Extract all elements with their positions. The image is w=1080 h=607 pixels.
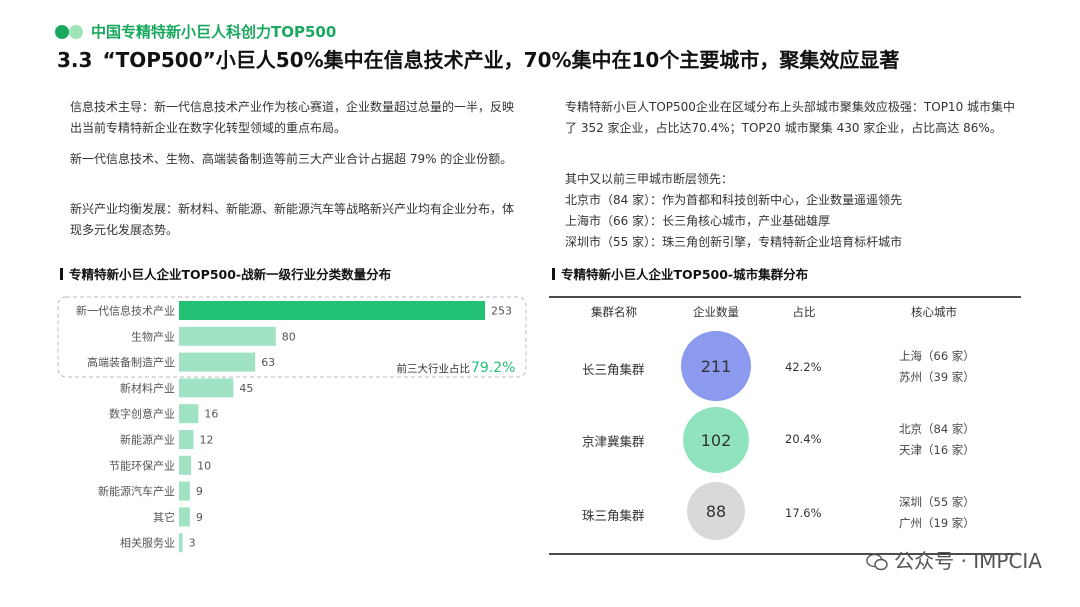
core-city: 上海（66 家） (899, 349, 975, 363)
page-title: 3.3 “TOP500”小巨人50%集中在信息技术产业，70%集中在10个主要城市… (57, 44, 899, 73)
value-label: 10 (197, 459, 211, 472)
chart-section-title-text: 专精特新小巨人企业TOP500-战新一级行业分类数量分布 (69, 267, 392, 282)
value-label: 253 (491, 305, 512, 318)
core-city: 苏州（39 家） (899, 370, 975, 384)
cluster-share: 20.4% (785, 432, 822, 446)
table-rules (549, 296, 1021, 555)
bar (179, 507, 190, 527)
table-header-count: 企业数量 (693, 305, 739, 319)
annotation-value: 79.2% (471, 360, 515, 376)
cluster-name: 京津冀集群 (582, 434, 645, 449)
industry-bar-chart: 新一代信息技术产业 253 生物产业 80 高端装备制造产业 63 新材料产业 45 数字创意产… (57, 296, 527, 553)
core-city: 北京（84 家） (899, 422, 975, 436)
count-circle: 211 (681, 331, 751, 401)
bar (179, 430, 194, 449)
annotation-label: 前三大行业占比 (397, 362, 471, 375)
value-label: 9 (196, 485, 203, 498)
cluster-name: 长三角集群 (582, 362, 645, 377)
category-label: 新能源汽车产业 (98, 484, 175, 498)
wechat-icon (866, 553, 888, 571)
core-city: 天津（16 家） (899, 443, 975, 457)
value-label: 80 (282, 330, 296, 343)
wechat-footer: 公众号 · IMPCIA (866, 545, 1042, 574)
bar (179, 301, 485, 320)
value-label: 45 (239, 382, 253, 395)
category-label: 相关服务业 (120, 536, 175, 550)
category-label: 其它 (153, 510, 175, 524)
table-header-share: 占比 (792, 305, 816, 319)
bar (179, 533, 183, 553)
category-label: 新能源产业 (120, 433, 175, 447)
category-label: 新材料产业 (120, 381, 175, 395)
category-label: 新一代信息技术产业 (76, 304, 175, 318)
cluster-share: 42.2% (785, 360, 822, 374)
left-paragraph-2: 新一代信息技术、生物、高端装备制造等前三大产业合计占据超 79% 的企业份额。 (70, 152, 513, 166)
value-label: 9 (196, 511, 203, 524)
bar (179, 404, 199, 424)
bar (179, 455, 192, 475)
category-label: 高端装备制造产业 (87, 355, 175, 369)
category-label: 生物产业 (131, 329, 175, 343)
cluster-count: 102 (700, 430, 732, 450)
city-line-beijing: 北京市（84 家）：作为首都和科技创新中心，企业数量遥遥领先 (565, 193, 903, 207)
table-header-name: 集群名称 (591, 305, 637, 319)
city-line-shanghai: 上海市（66 家）：长三角核心城市，产业基础雄厚 (565, 214, 831, 228)
count-circle: 88 (687, 482, 745, 540)
bar (179, 352, 256, 372)
footer-text: 公众号 · IMPCIA (894, 549, 1042, 573)
table-header-cities: 核心城市 (911, 305, 957, 319)
right-paragraph-intro: 专精特新小巨人TOP500企业在区域分布上头部城市聚集效应极强：TOP10 城市… (565, 100, 1016, 135)
right-paragraph-lead: 其中又以前三甲城市断层领先： (565, 172, 734, 186)
section-marker-icon (552, 268, 555, 280)
top3-highlight-box (57, 296, 527, 378)
value-label: 16 (204, 408, 218, 421)
category-label: 数字创意产业 (109, 407, 175, 421)
header-pill-icon (55, 25, 69, 39)
header-text: 中国专精特新小巨人科创力TOP500 (91, 23, 337, 41)
cluster-share: 17.6% (785, 506, 822, 520)
cluster-count: 211 (700, 356, 732, 376)
header-pill-light-icon (69, 25, 83, 39)
section-marker-icon (60, 268, 63, 280)
value-label: 12 (200, 434, 214, 447)
count-circle: 102 (683, 407, 749, 473)
core-city: 深圳（55 家） (899, 495, 975, 509)
cluster-table: 集群名称 企业数量 占比 核心城市 长三角集群 211 42.2% 上海（66 … (549, 296, 1021, 556)
chart-section-title: 专精特新小巨人企业TOP500-战新一级行业分类数量分布 (60, 264, 391, 283)
cluster-count: 88 (705, 501, 727, 521)
table-section-title-text: 专精特新小巨人企业TOP500-城市集群分布 (561, 267, 809, 282)
table-section-title: 专精特新小巨人企业TOP500-城市集群分布 (552, 264, 808, 283)
section-number: 3.3 (57, 48, 93, 72)
core-city: 广州（19 家） (899, 516, 975, 530)
cluster-name: 珠三角集群 (582, 508, 645, 523)
bar (179, 326, 276, 346)
header-bar: 中国专精特新小巨人科创力TOP500 (55, 20, 1060, 50)
page-title-text: “TOP500”小巨人50%集中在信息技术产业，70%集中在10个主要城市，聚集… (102, 48, 900, 72)
left-paragraph-3: 新兴产业均衡发展：新材料、新能源、新能源汽车等战略新兴产业均有企业分布，体现多元… (70, 202, 515, 237)
category-label: 节能环保产业 (109, 458, 175, 472)
bar (179, 378, 234, 398)
left-paragraph-1: 信息技术主导：新一代信息技术产业作为核心赛道，企业数量超过总量的一半，反映出当前… (70, 100, 515, 135)
bar (179, 481, 190, 501)
value-label: 3 (189, 537, 196, 550)
value-label: 63 (261, 356, 275, 369)
city-line-shenzhen: 深圳市（55 家）：珠三角创新引擎，专精特新企业培育标杆城市 (565, 235, 903, 249)
